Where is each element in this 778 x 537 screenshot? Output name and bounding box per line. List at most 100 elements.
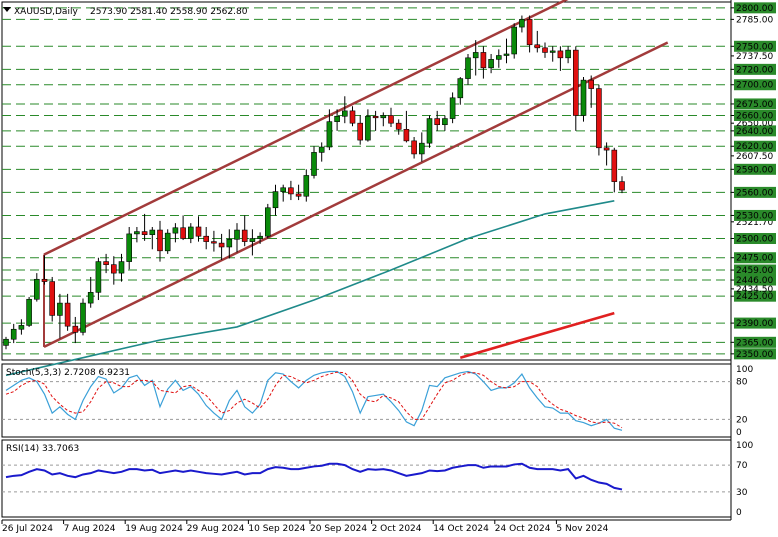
candle[interactable] [280, 184, 287, 202]
candle[interactable] [588, 75, 595, 108]
candle[interactable] [241, 215, 248, 247]
candle[interactable] [449, 92, 456, 124]
candle[interactable] [164, 229, 171, 254]
candle[interactable] [511, 23, 518, 59]
candle[interactable] [434, 110, 441, 131]
candle[interactable] [565, 46, 571, 64]
candle[interactable] [33, 273, 40, 302]
candle[interactable] [234, 223, 240, 253]
candle[interactable] [480, 46, 487, 79]
candle[interactable] [195, 216, 202, 242]
candle[interactable] [303, 169, 310, 202]
candle[interactable] [41, 255, 48, 285]
price-label-badge [734, 2, 776, 14]
candle[interactable] [64, 293, 71, 331]
candle[interactable] [596, 84, 602, 156]
price-tick: 2521.70 [731, 218, 773, 228]
candle[interactable] [157, 220, 163, 262]
candle[interactable] [349, 106, 356, 127]
stoch-k-line[interactable] [5, 370, 623, 431]
candle[interactable] [10, 323, 17, 344]
candle[interactable] [503, 38, 510, 64]
stoch-d-line[interactable] [5, 371, 623, 429]
candle[interactable] [580, 77, 587, 122]
price-tick: 2475.00 [731, 252, 776, 264]
candle[interactable] [465, 53, 471, 85]
candle[interactable] [495, 49, 502, 68]
price-tick: 2737.50 [731, 52, 773, 62]
candle[interactable] [380, 112, 387, 127]
candle[interactable] [603, 142, 610, 166]
candle[interactable] [49, 276, 56, 322]
candle[interactable] [264, 203, 271, 239]
candle[interactable] [542, 42, 548, 58]
candle[interactable] [334, 109, 340, 131]
candle-body-bull [334, 115, 340, 122]
candle[interactable] [418, 132, 425, 162]
candle[interactable] [295, 184, 302, 201]
candle[interactable] [442, 115, 448, 131]
rsi-line[interactable] [5, 462, 623, 491]
candle[interactable] [549, 46, 556, 62]
candle[interactable] [611, 147, 618, 193]
candle[interactable] [326, 109, 333, 151]
candle[interactable] [341, 96, 348, 124]
candle[interactable] [172, 223, 179, 243]
indicator-lines [2, 370, 731, 493]
price-tick-label: 2720.00 [736, 65, 773, 75]
candle[interactable] [118, 253, 125, 282]
candle[interactable] [80, 298, 86, 336]
candle[interactable] [472, 40, 479, 76]
candle[interactable] [134, 226, 140, 243]
channel-lower-line[interactable] [43, 41, 669, 349]
candle[interactable] [411, 137, 417, 159]
candle[interactable] [372, 110, 379, 131]
candle[interactable] [26, 296, 32, 327]
candle[interactable] [72, 316, 79, 344]
candle[interactable] [426, 115, 433, 148]
candle[interactable] [357, 115, 364, 145]
candle[interactable] [203, 226, 209, 250]
candle[interactable] [288, 180, 294, 201]
candle[interactable] [111, 256, 117, 285]
candle[interactable] [126, 226, 132, 270]
candle[interactable] [180, 215, 186, 241]
candle[interactable] [526, 15, 533, 53]
candle[interactable] [488, 53, 494, 74]
moving-average-slow-line[interactable] [459, 311, 615, 359]
candle[interactable] [95, 257, 102, 301]
candle[interactable] [87, 276, 94, 308]
candle[interactable] [388, 107, 394, 128]
candle[interactable] [211, 230, 217, 252]
candle[interactable] [3, 336, 9, 350]
candle[interactable] [103, 253, 109, 274]
candle[interactable] [149, 226, 156, 250]
price-label-badge [734, 336, 776, 348]
candle[interactable] [557, 46, 564, 71]
candle[interactable] [188, 223, 194, 244]
price-tick: 2650.00 [731, 119, 773, 129]
price-tick-label: 2350.00 [736, 350, 773, 360]
candle[interactable] [619, 176, 625, 194]
candle[interactable] [534, 30, 541, 53]
candle[interactable] [272, 184, 279, 216]
candle[interactable] [249, 229, 256, 256]
candle[interactable] [519, 15, 525, 33]
candle[interactable] [18, 319, 25, 335]
candle[interactable] [311, 146, 317, 179]
candle[interactable] [141, 213, 148, 241]
candle[interactable] [572, 46, 579, 131]
candle[interactable] [57, 293, 63, 339]
collapse-arrow-icon[interactable] [3, 7, 11, 12]
candle-body-bull [280, 187, 287, 192]
candle[interactable] [257, 232, 263, 244]
channel-upper-line[interactable] [43, 0, 668, 256]
candle[interactable] [218, 233, 225, 261]
candle[interactable] [457, 77, 464, 105]
candle[interactable] [395, 119, 402, 135]
candle[interactable] [403, 110, 410, 143]
candle[interactable] [226, 229, 233, 259]
moving-average-line[interactable] [5, 200, 615, 377]
candle[interactable] [318, 142, 325, 162]
candle[interactable] [365, 109, 371, 142]
